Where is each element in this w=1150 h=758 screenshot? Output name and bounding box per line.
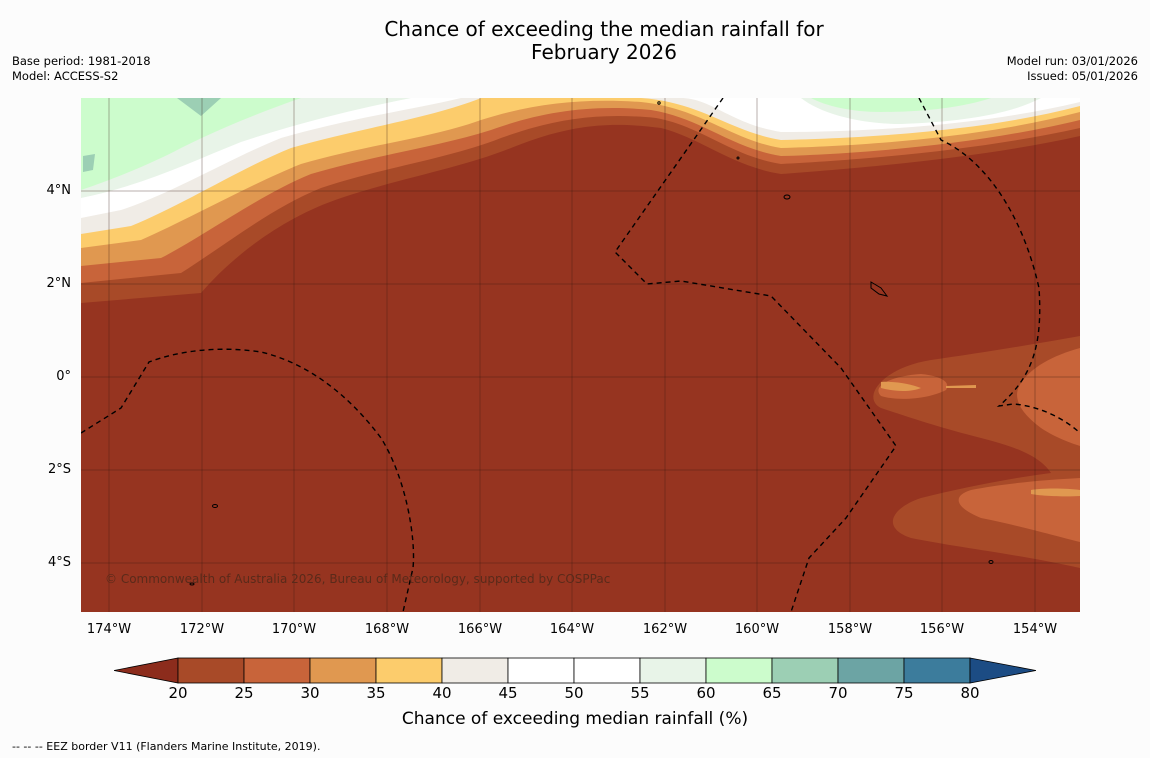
- model-run: Model run: 03/01/2026: [1006, 54, 1138, 68]
- graticule: [81, 98, 1080, 612]
- north-band-50: [81, 98, 1080, 218]
- colorbar-segment-30: [309, 657, 377, 684]
- cb-tick-35: 35: [366, 684, 386, 702]
- colorbar-segment-35: [375, 657, 443, 684]
- cb-tick-25: 25: [234, 684, 254, 702]
- cb-tick-45: 45: [498, 684, 518, 702]
- north-band-65: [83, 98, 221, 172]
- colorbar-segment-40: [441, 657, 509, 684]
- cb-tick-20: 20: [168, 684, 188, 702]
- copyright-notice: © Commonwealth of Australia 2026, Bureau…: [105, 572, 611, 586]
- eez-border-west: [81, 348, 415, 612]
- colorbar-svg: [113, 657, 1037, 684]
- island-2: [870, 281, 889, 297]
- colorbar-segment-65: [771, 657, 839, 684]
- lon-label-156w: 156°W: [919, 622, 965, 637]
- island-7: [736, 156, 740, 160]
- lon-label-166w: 166°W: [457, 622, 503, 637]
- island-1: [783, 194, 791, 200]
- lat-label-2s: 2°S: [47, 462, 71, 477]
- islands: [189, 101, 994, 586]
- lon-label-164w: 164°W: [549, 622, 595, 637]
- lat-label-0: 0°: [56, 369, 71, 384]
- se-band-30: [878, 348, 1080, 542]
- chart-title: Chance of exceeding the median rainfall …: [0, 18, 1150, 64]
- island-6: [657, 101, 661, 105]
- cb-tick-75: 75: [894, 684, 914, 702]
- title-line-1: Chance of exceeding the median rainfall …: [384, 17, 824, 41]
- lon-label-162w: 162°W: [642, 622, 688, 637]
- north-band-45: [81, 98, 1080, 234]
- lat-label-4s: 4°S: [47, 555, 71, 570]
- map-svg: [81, 98, 1080, 612]
- colorbar-segment-70: [837, 657, 905, 684]
- lon-label-158w: 158°W: [827, 622, 873, 637]
- colorbar: [113, 657, 1037, 684]
- eez-border-east: [918, 98, 1080, 434]
- north-band-60: [81, 98, 991, 190]
- colorbar-arrow-high: [969, 657, 1037, 684]
- eez-legend-note: -- -- -- EEZ border V11 (Flanders Marine…: [12, 740, 321, 753]
- cb-tick-60: 60: [696, 684, 716, 702]
- lon-label-174w: 174°W: [86, 622, 132, 637]
- lon-label-172w: 172°W: [179, 622, 225, 637]
- lat-label-2n: 2°N: [46, 276, 72, 291]
- island-3: [212, 504, 218, 508]
- eez-border-central: [614, 98, 897, 612]
- colorbar-segment-45: [507, 657, 575, 684]
- eez-borders: [81, 98, 1080, 612]
- meta-right: Model run: 03/01/2026 Issued: 05/01/2026: [1007, 54, 1138, 84]
- colorbar-arrow-low: [113, 657, 179, 684]
- colorbar-segment-20: [177, 657, 245, 684]
- title-line-2: February 2026: [531, 40, 677, 64]
- cb-tick-55: 55: [630, 684, 650, 702]
- colorbar-label: Chance of exceeding median rainfall (%): [401, 709, 749, 729]
- lon-label-168w: 168°W: [364, 622, 410, 637]
- lon-label-170w: 170°W: [271, 622, 317, 637]
- cb-tick-70: 70: [828, 684, 848, 702]
- rainfall-map: [81, 98, 1080, 612]
- cb-tick-80: 80: [960, 684, 980, 702]
- lat-label-4n: 4°N: [46, 183, 72, 198]
- cb-tick-30: 30: [300, 684, 320, 702]
- island-4: [189, 582, 195, 586]
- cb-tick-65: 65: [762, 684, 782, 702]
- meta-left: Base period: 1981-2018 Model: ACCESS-S2: [12, 54, 151, 84]
- colorbar-segment-25: [243, 657, 311, 684]
- island-5: [988, 560, 994, 564]
- issued-date: Issued: 05/01/2026: [1027, 69, 1138, 83]
- colorbar-segment-60: [705, 657, 773, 684]
- cb-tick-40: 40: [432, 684, 452, 702]
- model-name: Model: ACCESS-S2: [12, 69, 119, 83]
- colorbar-segment-75: [903, 657, 971, 684]
- base-period: Base period: 1981-2018: [12, 54, 151, 68]
- colorbar-segment-50: [573, 657, 641, 684]
- colorbar-segment-55: [639, 657, 707, 684]
- cb-tick-50: 50: [564, 684, 584, 702]
- lon-label-160w: 160°W: [734, 622, 780, 637]
- lon-label-154w: 154°W: [1012, 622, 1058, 637]
